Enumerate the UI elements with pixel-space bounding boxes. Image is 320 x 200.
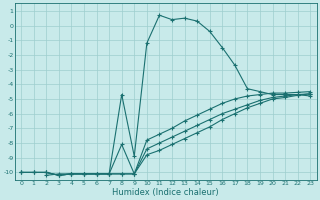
X-axis label: Humidex (Indice chaleur): Humidex (Indice chaleur) (112, 188, 219, 197)
